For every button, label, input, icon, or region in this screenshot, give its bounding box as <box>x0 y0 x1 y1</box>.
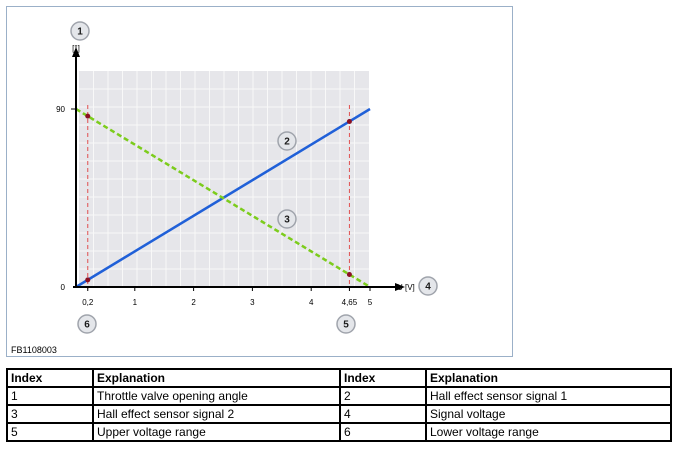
legend-index: 4 <box>339 404 427 424</box>
y-tick-label: 0 <box>61 283 66 292</box>
legend-table: Index Explanation Index Explanation 1 Th… <box>6 368 672 442</box>
axes <box>71 47 405 291</box>
legend-row: 5 Upper voltage range 6 Lower voltage ra… <box>6 422 672 442</box>
x-tick-label: 2 <box>191 298 196 307</box>
legend-index: 6 <box>339 422 427 442</box>
legend-index: 3 <box>6 404 94 424</box>
figure-id-label: FB1108003 <box>11 345 57 355</box>
callout-bubble <box>277 131 297 151</box>
legend-explanation: Signal voltage <box>425 404 672 424</box>
callout-number: 1 <box>77 27 83 38</box>
legend-explanation: Lower voltage range <box>425 422 672 442</box>
legend-index: 1 <box>6 386 94 406</box>
x-tick-label: 4,65 <box>342 298 358 307</box>
callout-bubble <box>336 314 356 334</box>
legend-header-row: Index Explanation Index Explanation <box>6 368 672 388</box>
legend-index: 5 <box>6 422 94 442</box>
callout-bubble <box>77 314 97 334</box>
legend-explanation: Upper voltage range <box>92 422 341 442</box>
x-tick-label: 4 <box>309 298 314 307</box>
callout-number: 5 <box>343 320 349 331</box>
callouts: 1 2 3 4 5 6 <box>70 21 438 334</box>
callout-bubble <box>70 21 90 41</box>
x-tick-label: 3 <box>250 298 255 307</box>
legend-row: 1 Throttle valve opening angle 2 Hall ef… <box>6 386 672 406</box>
legend-explanation: Throttle valve opening angle <box>92 386 341 406</box>
y-axis-arrowhead <box>72 47 80 57</box>
data-markers <box>85 113 352 283</box>
legend-index: 2 <box>339 386 427 406</box>
header-index-1: Index <box>6 368 94 388</box>
callout-number: 2 <box>284 137 290 148</box>
legend-explanation: Hall effect sensor signal 2 <box>92 404 341 424</box>
data-marker <box>346 118 352 124</box>
header-explanation-1: Explanation <box>92 368 341 388</box>
callout-number: 4 <box>425 282 431 293</box>
y-tick-label: 90 <box>56 105 65 114</box>
data-marker <box>346 272 352 278</box>
voltage-range-lines <box>87 105 350 289</box>
throttle-sensor-diagram: 0,2 1 2 3 4 4,65 5 90 0 [°] U [V] 1 2 3 4 5 6 FB1108003 <box>11 21 438 355</box>
data-marker <box>85 277 91 283</box>
x-tick-label: 0,2 <box>82 298 94 307</box>
callout-number: 3 <box>284 215 290 226</box>
x-axis-arrowhead <box>395 283 405 291</box>
x-tick-label: 5 <box>368 298 373 307</box>
data-marker <box>85 113 91 119</box>
callout-bubble <box>418 276 438 296</box>
grid <box>79 71 369 287</box>
legend-row: 3 Hall effect sensor signal 2 4 Signal v… <box>6 404 672 424</box>
tick-labels: 0,2 1 2 3 4 4,65 5 90 0 [°] U [V] <box>56 44 415 307</box>
callout-number: 6 <box>84 320 90 331</box>
signal-series <box>75 107 371 289</box>
diagram-frame: 0,2 1 2 3 4 4,65 5 90 0 [°] U [V] 1 2 3 4 5 6 FB1108003 <box>6 6 513 357</box>
y-axis-unit-label: [°] <box>72 44 80 53</box>
header-explanation-2: Explanation <box>425 368 672 388</box>
legend-explanation: Hall effect sensor signal 1 <box>425 386 672 406</box>
callout-bubble <box>277 209 297 229</box>
header-index-2: Index <box>339 368 427 388</box>
x-axis-unit-label: U [V] <box>397 283 415 292</box>
x-tick-label: 1 <box>133 298 138 307</box>
hall-sensor-signal-2-line <box>75 107 371 289</box>
